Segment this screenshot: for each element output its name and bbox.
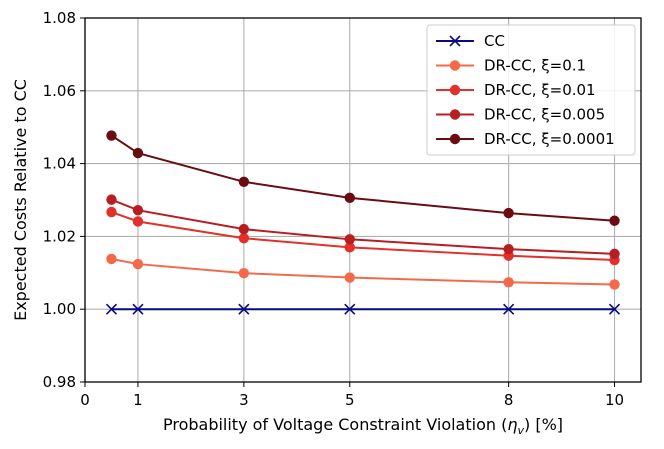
data-point <box>106 206 117 218</box>
series-layer <box>105 130 621 315</box>
data-point <box>503 277 514 288</box>
series <box>106 130 620 226</box>
x-marker <box>105 303 118 315</box>
x-marker <box>132 303 144 315</box>
y-tick-label: 1.06 <box>43 82 76 100</box>
series <box>106 253 620 290</box>
legend-entry: DR-CC, ξ=0.1 <box>436 57 586 75</box>
data-point <box>344 192 355 204</box>
legend: CC DR-CC, ξ=0.1 DR-CC, ξ=0.01 DR-CC, ξ=0.00… <box>426 24 636 156</box>
legend-entry: CC <box>436 32 505 50</box>
x-tick-label: 0 <box>80 391 90 409</box>
data-point <box>609 215 620 226</box>
plot-frame <box>84 17 642 383</box>
data-point <box>449 109 461 120</box>
data-point <box>344 272 355 283</box>
data-point <box>238 267 250 279</box>
data-point <box>238 176 250 187</box>
data-point <box>132 258 144 270</box>
x-marker <box>238 303 250 315</box>
data-point <box>344 242 355 253</box>
x-axis-label-symbol: η <box>507 415 517 434</box>
series-line <box>110 134 615 222</box>
x-axis-label-tail: ) [%] <box>524 415 563 434</box>
data-point <box>238 223 250 235</box>
legend-entry: DR-CC, ξ=0.01 <box>436 81 596 99</box>
legend-label: CC <box>484 32 505 50</box>
x-marker <box>608 303 621 315</box>
data-point <box>609 279 620 290</box>
axis-ticks: 0 1 3 5 8 10 0.98 1.00 1.02 1.04 1.06 1.08 <box>43 9 624 409</box>
legend-label: DR-CC, ξ=0.005 <box>484 106 605 124</box>
data-point <box>106 194 117 205</box>
data-point <box>106 253 117 265</box>
data-point <box>449 133 461 145</box>
series-line <box>111 198 615 255</box>
legend-label: DR-CC, ξ=0.01 <box>484 81 596 99</box>
x-tick-label: 3 <box>239 391 249 409</box>
x-axis-label: Probability of Voltage Constraint Violat… <box>163 415 563 437</box>
data-point <box>132 204 144 216</box>
x-tick-label: 5 <box>345 391 355 409</box>
data-point <box>132 147 144 159</box>
data-point <box>503 207 514 219</box>
data-point <box>449 60 461 71</box>
data-point <box>132 216 144 227</box>
x-axis-label-main: Probability of Voltage Constraint Violat… <box>163 415 507 434</box>
x-tick-label: 1 <box>133 391 143 409</box>
data-point <box>344 234 355 245</box>
legend-entry: DR-CC, ξ=0.005 <box>436 106 605 124</box>
x-marker <box>503 303 515 315</box>
legend-label: DR-CC, ξ=0.1 <box>484 57 586 75</box>
y-tick-label: 1.02 <box>43 227 76 245</box>
data-point <box>503 243 514 255</box>
data-point <box>238 233 250 244</box>
x-tick-label: 10 <box>605 391 624 409</box>
y-tick-label: 1.04 <box>43 155 76 173</box>
y-tick-label: 1.00 <box>43 300 76 318</box>
x-marker <box>449 35 461 47</box>
y-tick-label: 0.98 <box>43 373 76 391</box>
y-tick-label: 1.08 <box>43 9 76 27</box>
data-point <box>609 248 620 260</box>
y-axis-label: Expected Costs Relative to CC <box>11 79 30 321</box>
x-tick-label: 8 <box>504 391 514 409</box>
series-line <box>111 257 615 286</box>
series <box>106 194 620 260</box>
x-axis-label-subscript: v <box>517 424 524 437</box>
legend-label: DR-CC, ξ=0.0001 <box>484 130 615 148</box>
data-point <box>449 84 461 96</box>
legend-entry: DR-CC, ξ=0.0001 <box>436 130 615 148</box>
series <box>105 303 621 315</box>
data-point <box>106 130 117 141</box>
x-marker <box>344 303 356 315</box>
legend-box <box>426 24 636 156</box>
